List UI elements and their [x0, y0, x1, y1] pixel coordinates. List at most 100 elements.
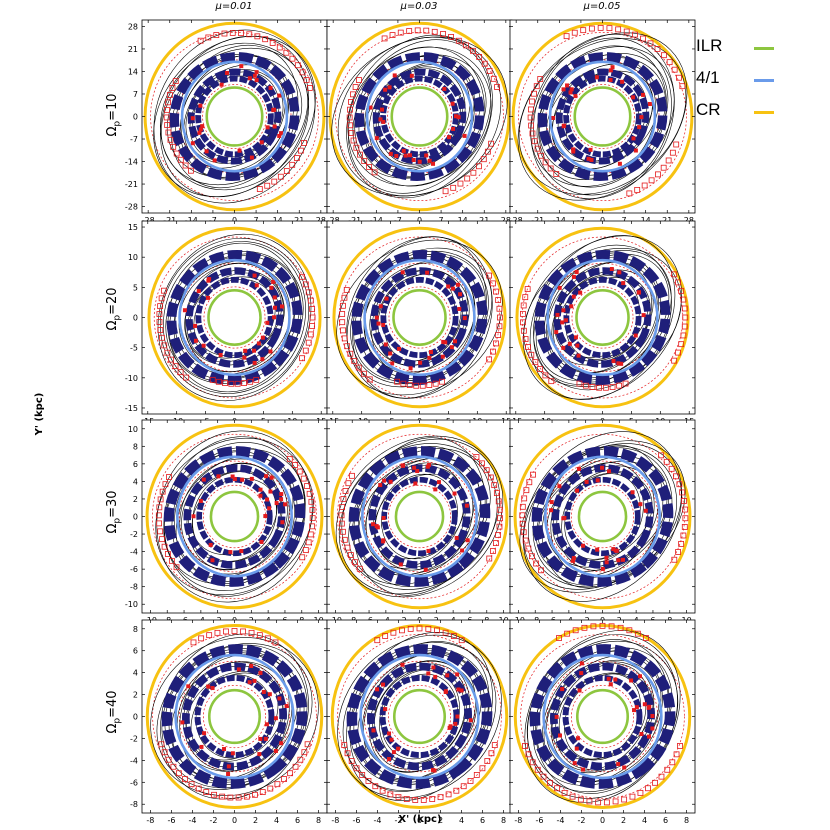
orbit-square-marker	[389, 32, 396, 38]
contour-orbit	[335, 435, 504, 598]
orbit-square-marker	[371, 169, 378, 176]
orbit-square-marker	[522, 336, 529, 342]
orbit-square-marker	[379, 787, 386, 794]
inner-red-marker	[273, 305, 278, 310]
inner-red-marker	[260, 335, 265, 340]
inner-red-marker	[180, 720, 185, 725]
orbit-square-marker	[528, 122, 535, 129]
orbit-square-marker	[537, 76, 544, 82]
inner-red-marker	[394, 154, 399, 159]
orbit-square-marker	[434, 627, 440, 634]
orbit-square-marker	[663, 458, 670, 465]
orbit-square-marker	[527, 114, 534, 121]
orbit-square-marker	[252, 791, 258, 798]
fourone-resonance-ring	[176, 455, 293, 578]
orbit-square-marker	[157, 327, 164, 333]
orbit-square-marker	[256, 186, 263, 192]
orbit-square-marker	[641, 182, 648, 189]
orbit-square-marker	[289, 161, 296, 168]
orbit-square-marker	[525, 545, 532, 552]
orbit-square-marker	[486, 555, 493, 562]
orbit-square-marker	[490, 548, 496, 554]
orbit-square-marker	[612, 798, 619, 805]
stellar-orbit-band	[380, 276, 459, 359]
y-tick-label: 15	[128, 223, 138, 232]
orbit-square-marker	[342, 488, 349, 494]
inner-red-marker	[620, 79, 625, 84]
orbit-square-marker	[680, 296, 687, 303]
orbit-square-marker	[287, 770, 294, 777]
orbit-square-marker	[547, 779, 553, 786]
orbit-square-marker	[520, 310, 526, 317]
inner-red-marker	[252, 360, 257, 365]
orbit-square-marker	[478, 460, 485, 467]
y-tick-label: 4	[133, 669, 138, 678]
inner-red-marker	[560, 687, 565, 692]
orbit-square-marker	[269, 40, 276, 46]
inner-red-marker	[617, 270, 622, 275]
orbit-square-marker	[495, 297, 502, 303]
dashed-orbit	[202, 84, 267, 149]
contour-orbit	[375, 269, 464, 366]
inner-red-marker	[630, 490, 635, 495]
orbit-square-marker	[571, 29, 578, 36]
x-tick-label: 4	[459, 816, 464, 825]
orbit-square-marker	[156, 319, 163, 325]
inner-red-marker	[549, 500, 554, 505]
dashed-orbit	[152, 433, 317, 600]
orbit-square-marker	[673, 751, 680, 758]
orbit-square-marker	[344, 544, 351, 551]
inner-red-marker	[549, 508, 554, 513]
orbit-square-marker	[309, 323, 316, 329]
orbit-square-marker	[228, 380, 235, 387]
orbit-square-marker	[479, 765, 486, 772]
x-tick-label: -6	[535, 816, 543, 825]
ilr-resonance-ring	[575, 289, 630, 346]
orbit-square-marker	[301, 749, 308, 756]
contour-orbit	[337, 634, 502, 799]
x-tick-label: 0	[600, 216, 605, 225]
orbit-square-marker	[346, 114, 353, 121]
inner-red-marker	[554, 330, 559, 335]
x-tick-label: 28	[501, 216, 511, 225]
x-tick-label: 21	[662, 216, 672, 225]
contour-orbit	[374, 466, 465, 567]
inner-red-marker	[462, 133, 467, 138]
inner-red-marker	[387, 757, 392, 762]
legend-item-ilr: ILR	[690, 34, 830, 66]
inner-red-marker	[277, 696, 282, 701]
legend-swatch-cr	[754, 111, 774, 114]
ilr-resonance-ring	[209, 490, 260, 543]
inner-red-marker	[258, 493, 263, 498]
orbit-square-marker	[182, 162, 189, 169]
orbit-square-marker	[299, 355, 305, 362]
orbit-square-marker	[340, 327, 346, 334]
orbit-square-marker	[655, 171, 661, 178]
x-tick-label: -7	[577, 216, 585, 225]
orbit-square-marker	[352, 84, 359, 90]
orbit-square-marker	[299, 554, 306, 561]
orbit-square-marker	[165, 99, 171, 106]
orbit-square-marker	[677, 743, 683, 749]
inner-red-marker	[267, 506, 272, 511]
inner-red-marker	[236, 667, 241, 672]
stellar-orbit-band	[553, 267, 652, 368]
inner-red-marker	[427, 355, 432, 360]
inner-red-marker	[431, 161, 436, 166]
inner-red-marker	[604, 555, 609, 560]
inner-red-marker	[423, 567, 428, 572]
y-tick-label: 2	[133, 495, 138, 504]
orbit-square-marker	[276, 44, 283, 51]
legend-label-cr: CR	[696, 100, 721, 119]
orbit-square-marker	[671, 357, 678, 364]
orbit-square-marker	[309, 507, 316, 513]
inner-red-marker	[557, 285, 562, 290]
orbit-square-marker	[238, 30, 244, 37]
orbit-square-marker	[198, 635, 205, 642]
inner-red-marker	[600, 566, 605, 571]
orbit-square-marker	[554, 785, 560, 792]
inner-red-marker	[412, 465, 417, 470]
stellar-orbit-band	[348, 446, 491, 587]
orbit-square-marker	[491, 482, 498, 489]
inner-red-marker	[620, 557, 625, 562]
